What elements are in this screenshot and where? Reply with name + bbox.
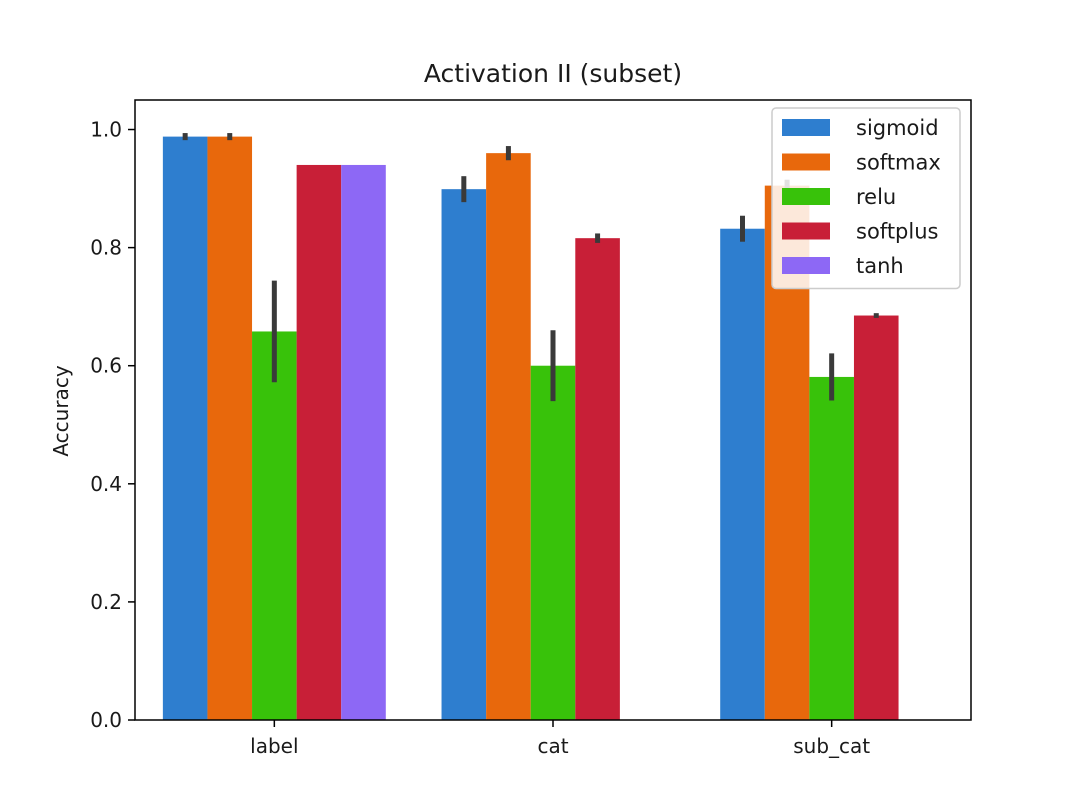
bar-relu-sub_cat xyxy=(809,376,854,720)
y-tick-label: 0.0 xyxy=(90,708,122,732)
legend-label-tanh: tanh xyxy=(856,254,904,278)
legend-label-softmax: softmax xyxy=(856,151,941,175)
bar-sigmoid-label xyxy=(162,136,208,721)
bars-group xyxy=(162,136,899,721)
y-tick-label: 0.2 xyxy=(90,590,122,614)
x-axis-ticks: label cat sub_cat xyxy=(250,720,870,758)
bar-softplus-label xyxy=(296,164,342,720)
bar-softplus-sub_cat xyxy=(853,315,899,720)
bar-softplus-cat xyxy=(575,238,620,720)
legend-swatch-sigmoid xyxy=(782,119,830,136)
legend-label-relu: relu xyxy=(856,185,896,209)
x-tick-label-sub_cat: sub_cat xyxy=(793,734,870,758)
legend-label-softplus: softplus xyxy=(856,220,938,244)
y-tick-label: 1.0 xyxy=(90,118,122,142)
legend: sigmoid softmax relu softplus tanh xyxy=(771,107,961,290)
y-tick-label: 0.4 xyxy=(90,472,122,496)
x-tick-label-label: label xyxy=(250,734,298,758)
bar-sigmoid-cat xyxy=(441,189,487,720)
bar-relu-label xyxy=(252,331,297,720)
bar-tanh-label xyxy=(341,164,386,720)
y-tick-label: 0.6 xyxy=(90,354,122,378)
chart-title: Activation II (subset) xyxy=(424,59,682,88)
legend-swatch-softplus xyxy=(782,222,830,240)
legend-box xyxy=(771,107,961,290)
bar-sigmoid-sub_cat xyxy=(720,228,765,720)
y-axis-ticks: 0.0 0.2 0.4 0.6 0.8 1.0 xyxy=(90,118,135,732)
legend-swatch-relu xyxy=(782,188,830,205)
y-axis-label: Accuracy xyxy=(49,365,73,456)
legend-label-sigmoid: sigmoid xyxy=(856,116,939,140)
legend-swatch-tanh xyxy=(782,257,830,274)
bar-softmax-cat xyxy=(486,153,531,721)
bar-softmax-label xyxy=(207,136,253,721)
x-tick-label-cat: cat xyxy=(537,734,568,758)
y-tick-label: 0.8 xyxy=(90,236,122,260)
legend-swatch-softmax xyxy=(782,153,830,171)
bar-relu-cat xyxy=(530,365,576,720)
